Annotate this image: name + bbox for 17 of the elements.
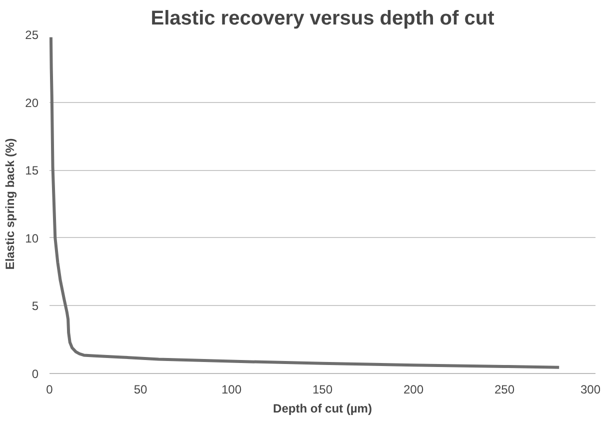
y-tick-label: 0 [32, 367, 39, 381]
y-tick-label: 15 [25, 164, 39, 178]
x-tick-label: 300 [580, 382, 601, 396]
line-series [50, 36, 561, 369]
x-tick-label: 250 [494, 382, 515, 396]
x-tick-label: 50 [134, 382, 148, 396]
x-tick-label: 150 [312, 382, 333, 396]
y-tick-label: 25 [25, 28, 39, 42]
y-tick-label: 10 [25, 231, 39, 246]
x-tick-label: 200 [403, 382, 424, 396]
y-tick-label: 5 [32, 299, 39, 314]
y-axis-title: Elastic spring back (%) [3, 138, 18, 270]
x-axis-title: Depth of cut (µm) [273, 402, 372, 416]
chart-title: Elastic recovery versus depth of cut [150, 8, 495, 30]
y-tick-label: 20 [25, 96, 39, 110]
x-tick-label: 0 [46, 382, 54, 396]
x-tick-label: 100 [221, 382, 242, 396]
